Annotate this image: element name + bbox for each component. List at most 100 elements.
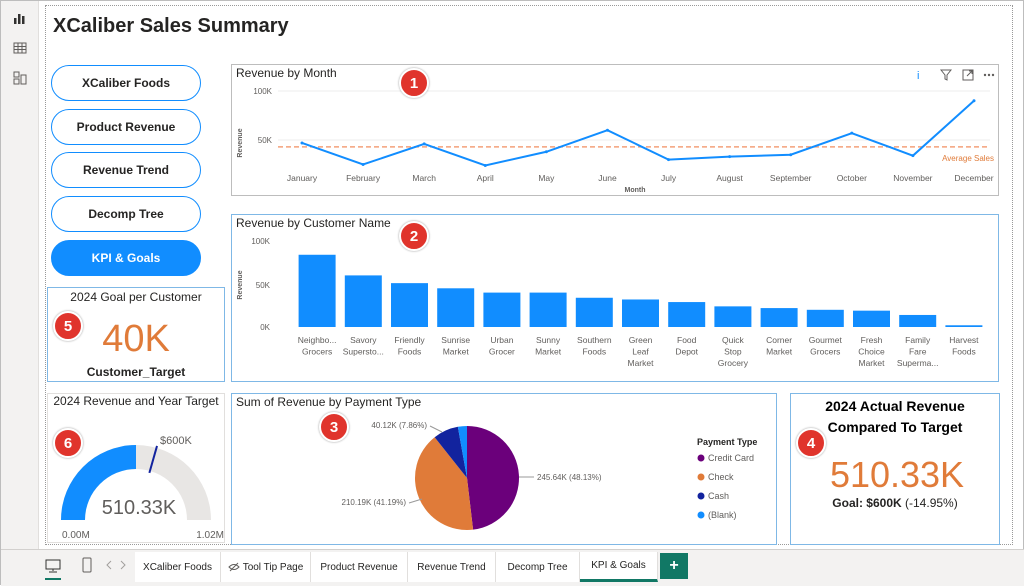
x-tick-label: Sunny bbox=[536, 335, 561, 345]
goal-card-label: Customer_Target bbox=[86, 365, 186, 379]
report-view-icon[interactable] bbox=[13, 11, 27, 25]
tab-xcaliber-foods[interactable]: XCaliber Foods bbox=[135, 552, 221, 582]
bar-2 bbox=[391, 283, 428, 327]
info-icon[interactable]: i bbox=[912, 69, 926, 81]
bar-7 bbox=[622, 299, 659, 327]
goal-card-title: 2024 Goal per Customer bbox=[70, 290, 202, 304]
legend-title: Payment Type bbox=[697, 437, 757, 447]
y-axis-label: Revenue bbox=[237, 270, 244, 299]
tab-label: KPI & Goals bbox=[591, 560, 646, 571]
tab-label: Decomp Tree bbox=[507, 561, 568, 573]
revenue-by-customer-title: Revenue by Customer Name bbox=[236, 216, 391, 230]
mobile-layout-icon[interactable] bbox=[81, 557, 93, 573]
x-tick-label: Sunrise bbox=[441, 335, 470, 345]
x-tick-label: Gourmet bbox=[809, 335, 843, 345]
x-tick-label: Market bbox=[535, 347, 562, 357]
x-tick-label: Food bbox=[677, 335, 697, 345]
x-tick-january: January bbox=[287, 173, 318, 183]
x-tick-label: Choice bbox=[858, 347, 885, 357]
x-tick-label: Superma... bbox=[897, 358, 939, 368]
month-point-september bbox=[789, 153, 793, 157]
nav-button-kpi-goals[interactable]: KPI & Goals bbox=[51, 240, 201, 276]
tab-product-revenue[interactable]: Product Revenue bbox=[311, 552, 408, 582]
month-point-june bbox=[605, 128, 609, 132]
pie-label-credit-card: 245.64K (48.13%) bbox=[537, 473, 602, 482]
x-tick-november: November bbox=[893, 173, 932, 183]
tab-kpi-goals[interactable]: KPI & Goals bbox=[580, 552, 658, 582]
tab-revenue-trend[interactable]: Revenue Trend bbox=[408, 552, 496, 582]
gauge-chart: $600K 510.33K 0.00M 1.02M bbox=[61, 435, 224, 541]
more-options-icon[interactable] bbox=[982, 69, 996, 81]
add-page-button[interactable]: + bbox=[660, 553, 688, 579]
legend-marker bbox=[697, 454, 705, 462]
tab-decomp-tree[interactable]: Decomp Tree bbox=[496, 552, 580, 582]
nav-button-xcaliber-foods[interactable]: XCaliber Foods bbox=[51, 65, 201, 101]
bar-11 bbox=[806, 309, 844, 327]
month-point-august bbox=[728, 155, 732, 159]
x-tick-label: Green bbox=[629, 335, 653, 345]
payment-type-visual[interactable]: Sum of Revenue by Payment Type 245.64K (… bbox=[231, 393, 777, 545]
focus-mode-icon[interactable] bbox=[962, 69, 974, 81]
revenue-by-month-visual[interactable]: Revenue by Month 100K 50K Revenue Januar… bbox=[231, 64, 999, 196]
x-tick-label: Grocery bbox=[718, 358, 749, 368]
month-point-november bbox=[911, 154, 915, 158]
callout-badge-3: 3 bbox=[319, 412, 349, 442]
x-tick-label: Foods bbox=[398, 347, 422, 357]
revenue-target-gauge-visual[interactable]: 2024 Revenue and Year Target $600K 510.3… bbox=[47, 393, 225, 543]
filter-icon[interactable] bbox=[940, 69, 952, 81]
tab-scroll-left-icon[interactable] bbox=[105, 560, 113, 570]
payment-type-chart: 245.64K (48.13%) 210.19K (41.19%) 40.12K… bbox=[342, 421, 757, 530]
month-point-january bbox=[300, 141, 304, 145]
bar-12 bbox=[853, 310, 890, 327]
x-tick-label: Depot bbox=[675, 347, 698, 357]
month-point-february bbox=[361, 163, 365, 166]
revenue-by-customer-visual[interactable]: Revenue by Customer Name 100K 50K 0K Rev… bbox=[231, 214, 999, 382]
x-tick-label: Market bbox=[628, 358, 655, 368]
revenue-by-customer-chart: 100K 50K 0K Revenue Neighbo... Grocers Sav… bbox=[237, 237, 983, 368]
x-tick-label: Grocers bbox=[302, 347, 332, 357]
x-tick-label: Corner bbox=[766, 335, 792, 345]
desktop-layout-icon[interactable] bbox=[45, 559, 61, 573]
nav-button-decomp-tree[interactable]: Decomp Tree bbox=[51, 196, 201, 232]
goal-delta: (-14.95%) bbox=[905, 496, 958, 510]
bar-1 bbox=[344, 275, 382, 327]
pie-slice-blank bbox=[457, 426, 467, 478]
callout-badge-4: 4 bbox=[796, 428, 826, 458]
pie-layer bbox=[415, 426, 519, 530]
tab-label: Product Revenue bbox=[320, 561, 398, 573]
nav-button-product-revenue[interactable]: Product Revenue bbox=[51, 109, 201, 145]
gauge-target-marker bbox=[148, 445, 158, 474]
legend-label-blank: (Blank) bbox=[708, 510, 737, 520]
actual-card-goal-row: Goal: $600K (-14.95%) bbox=[791, 496, 999, 510]
x-tick-label: Friendly bbox=[394, 335, 425, 345]
x-tick-label: Grocer bbox=[489, 347, 515, 357]
x-tick-label: Grocers bbox=[810, 347, 840, 357]
nav-button-revenue-trend[interactable]: Revenue Trend bbox=[51, 152, 201, 188]
model-view-icon[interactable] bbox=[13, 71, 27, 85]
gauge-value: 510.33K bbox=[102, 497, 177, 519]
bar-10 bbox=[760, 308, 798, 327]
gauge-target-label: $600K bbox=[160, 435, 192, 447]
desktop-layout-active-indicator bbox=[45, 578, 61, 580]
tab-tool-tip-page[interactable]: Tool Tip Page bbox=[221, 552, 311, 582]
leader-line-check bbox=[408, 498, 423, 504]
x-tick-label: Harvest bbox=[949, 335, 979, 345]
tab-label: XCaliber Foods bbox=[143, 561, 212, 573]
y-axis-label: Revenue bbox=[237, 128, 244, 157]
legend-marker bbox=[697, 511, 705, 519]
x-tick-label: Supersto... bbox=[343, 347, 384, 357]
tab-scroll-right-icon[interactable] bbox=[119, 560, 127, 570]
actual-vs-target-card[interactable]: 2024 Actual Revenue Compared To Target 5… bbox=[790, 393, 1000, 545]
x-tick-label: Quick bbox=[722, 335, 744, 345]
x-tick-label: Fare bbox=[909, 347, 927, 357]
x-tick-label: Family bbox=[905, 335, 931, 345]
tab-label: Tool Tip Page bbox=[242, 561, 304, 573]
bar-0 bbox=[298, 254, 336, 327]
x-tick-july: July bbox=[661, 173, 677, 183]
table-view-icon[interactable] bbox=[13, 41, 27, 55]
x-tick-label: Fresh bbox=[861, 335, 883, 345]
callout-badge-5: 5 bbox=[53, 311, 83, 341]
legend-marker bbox=[697, 492, 705, 500]
x-tick-august: August bbox=[716, 173, 743, 183]
